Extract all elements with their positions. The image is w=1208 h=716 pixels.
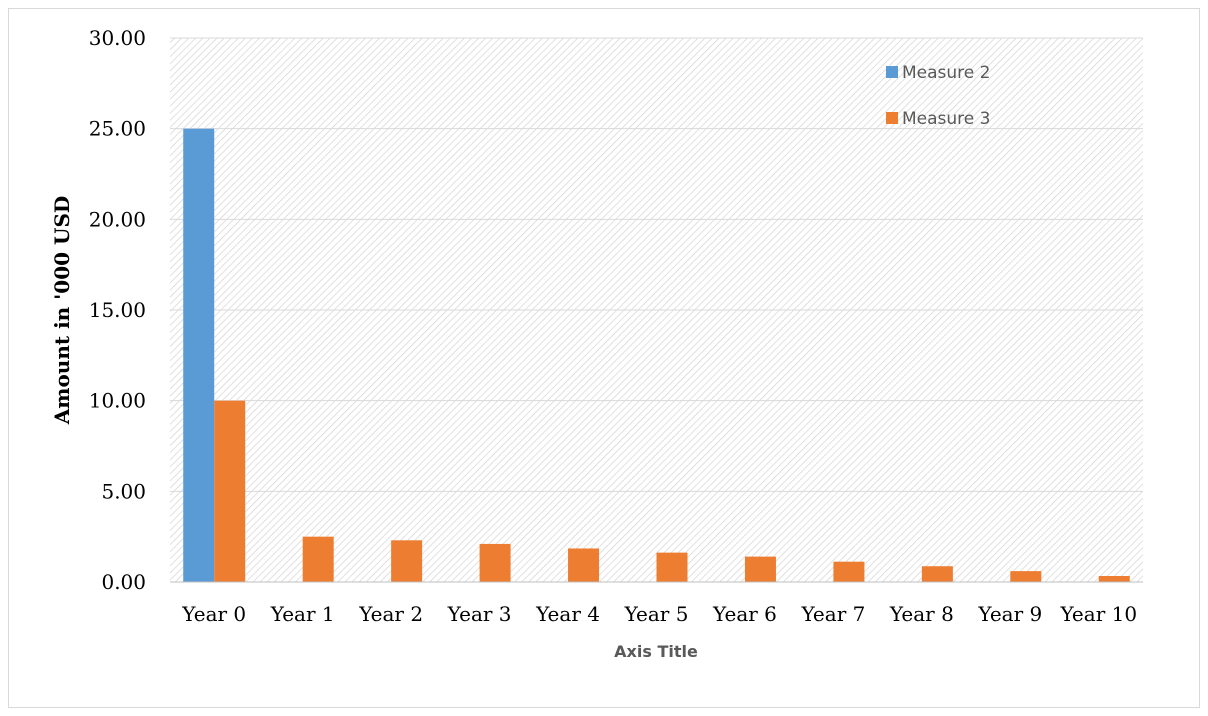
- x-tick-label: Year 6: [712, 602, 777, 626]
- bars: [183, 128, 1130, 582]
- y-tick-label: 20.00: [89, 207, 146, 231]
- y-tick-label: 10.00: [89, 389, 146, 413]
- x-tick-label: Year 7: [800, 602, 865, 626]
- legend-entry: Measure 3: [902, 109, 990, 129]
- bar-measure-3-year-9: [1010, 571, 1042, 582]
- bar-measure-3-year-3: [479, 543, 511, 582]
- bar-measure-3-year-6: [744, 556, 776, 582]
- bar-measure-3-year-10: [1098, 576, 1130, 582]
- x-tick-label: Year 1: [270, 602, 335, 626]
- x-tick-label: Year 0: [181, 602, 246, 626]
- bar-measure-3-year-5: [656, 552, 688, 582]
- bar-measure-3-year-7: [833, 561, 865, 582]
- legend-swatch: [886, 112, 898, 124]
- legend-entry: Measure 2: [902, 63, 990, 83]
- y-axis-label: Amount in '000 USD: [50, 196, 74, 425]
- bar-measure-3-year-4: [568, 548, 600, 582]
- y-tick-label: 0.00: [101, 570, 146, 594]
- y-tick-label: 25.00: [89, 117, 146, 141]
- gridlines: [170, 37, 1143, 492]
- bar-measure-3-year-0: [214, 400, 246, 582]
- y-tick-label: 5.00: [101, 479, 146, 503]
- legend: Measure 2 Measure 3: [886, 63, 990, 129]
- x-tick-label: Year 4: [535, 602, 600, 626]
- x-tick-label: Year 9: [977, 602, 1042, 626]
- x-tick-labels: Year 0 Year 1 Year 2 Year 3 Year 4 Year 5 Year…: [181, 602, 1137, 626]
- x-tick-label: Year 2: [358, 602, 423, 626]
- bar-measure-2-year-0: [183, 128, 215, 582]
- y-tick-labels: 0.00 5.00 10.00 15.00 20.00 25.00 30.00: [89, 26, 146, 594]
- x-tick-label: Year 3: [447, 602, 512, 626]
- x-axis-label: Axis Title: [614, 642, 698, 661]
- bar-measure-3-year-2: [391, 540, 423, 582]
- x-tick-label: Year 5: [624, 602, 689, 626]
- y-tick-label: 30.00: [89, 26, 146, 50]
- y-tick-label: 15.00: [89, 298, 146, 322]
- legend-swatch: [886, 66, 898, 78]
- bar-measure-3-year-8: [921, 566, 953, 582]
- bar-measure-3-year-1: [302, 536, 334, 582]
- x-tick-label: Year 10: [1059, 602, 1137, 626]
- x-tick-label: Year 8: [889, 602, 954, 626]
